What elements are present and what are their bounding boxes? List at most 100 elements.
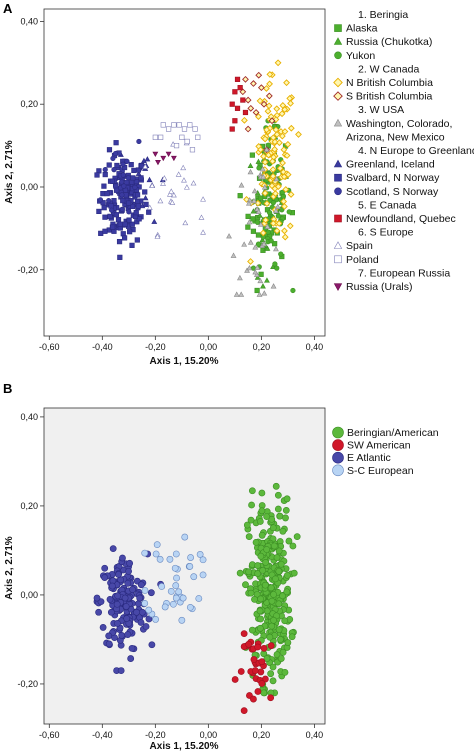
data-point-beringian [256,607,264,615]
x-tick-label: 0,00 [200,342,218,352]
data-point-beringian [243,521,251,529]
data-point-eatlantic [108,582,116,590]
data-point-nbc [287,124,295,132]
chart-b-svg: B -0,60 -0,40 -0,20 0,00 0,20 0,40 -0,20 0,00 0,… [3,381,439,752]
data-point-chukotka [247,162,254,169]
data-point-svalbard [100,200,106,206]
data-point-yukon [290,287,296,294]
data-point-chukotka [264,245,271,251]
data-point-sceuropean [156,555,164,563]
data-point-swamerican [258,680,266,687]
data-point-alaska [237,193,243,199]
data-point-eatlantic [105,632,113,640]
data-point-greenland [146,176,153,183]
data-point-yukon [270,200,276,206]
data-point-svalbard [113,140,119,146]
data-point-svalbard [130,175,136,181]
data-point-poland [181,126,188,132]
data-point-beringian [284,639,292,646]
data-point-swamerican [267,642,275,650]
data-point-urals [155,160,161,166]
y-tick-label: 0,00 [20,590,38,600]
y-tick-label: 0,40 [20,412,38,422]
data-point-eatlantic [128,644,136,652]
legend-label: Washington, Colorado, [346,118,452,130]
data-point-sceuropean [186,603,194,611]
data-point-svalbard [106,147,113,153]
legend-marker-nbc [333,77,343,88]
chart-a-svg: A -0,60 -0,40 -0,20 0,00 0,20 0,40 -0,20 0,00 0,… [3,1,474,367]
data-point-svalbard [143,201,149,207]
data-point-yukon [255,241,262,247]
data-point-newfoundland [232,118,238,124]
data-point-svalbard [134,198,141,205]
data-point-nbc [269,172,277,180]
data-point-spain [168,188,175,194]
data-point-nbc [278,110,286,118]
data-point-wusa [270,283,277,289]
data-point-eatlantic [119,554,126,562]
legend-marker-spain [333,241,343,249]
data-point-eatlantic [136,594,144,602]
data-point-wusa [273,245,279,252]
data-point-nbc [264,107,272,115]
data-point-spain [175,171,182,177]
data-point-yukon [275,213,281,219]
data-point-greenland [142,195,149,201]
y-axis-title-a: Axis 2, 2.71% [4,140,15,203]
series-sbc [239,71,276,154]
data-point-beringian [285,537,293,545]
data-point-beringian [277,636,284,643]
data-point-spain [182,219,189,226]
data-point-spain [161,175,168,181]
data-point-nbc [287,191,295,198]
data-point-yukon [254,219,261,225]
points-a [94,59,302,297]
data-point-eatlantic [137,581,145,589]
data-point-alaska [249,152,255,158]
data-point-nbc [266,80,273,88]
data-point-scotland [97,197,104,203]
data-point-swamerican [257,668,265,676]
series-sceuropean [141,533,207,624]
data-point-newfoundland [232,89,238,95]
panel-a: A -0,60 -0,40 -0,20 0,00 0,20 0,40 -0,20 0,00 0,… [0,0,474,372]
data-point-poland [158,134,164,140]
data-point-alaska [258,271,264,277]
legend-label: Yukon [346,50,375,62]
data-point-beringian [245,533,253,541]
data-point-beringian [279,592,286,600]
data-point-eatlantic [113,600,121,608]
data-point-sceuropean [141,587,149,594]
data-point-swamerican [240,707,248,715]
data-point-yukon [265,229,271,235]
y-tick-label: 0,20 [20,501,38,511]
data-point-sbc [247,104,255,112]
x-tick-label: -0,60 [39,342,60,352]
data-point-sceuropean [195,595,203,602]
data-point-spain [160,180,166,186]
legend-label: Arizona, New Mexico [346,131,445,143]
data-point-wusa [247,168,254,175]
data-point-svalbard [126,217,132,223]
data-point-beringian [247,589,255,597]
data-point-scotland [126,209,132,215]
data-point-newfoundland [229,126,235,132]
data-point-newfoundland [234,76,241,82]
data-point-poland [184,138,190,145]
data-point-eatlantic [138,608,146,616]
data-point-beringian [251,595,258,603]
data-point-wusa [251,187,258,194]
data-point-scotland [121,183,127,189]
data-point-sceuropean [141,599,149,607]
data-point-scotland [108,207,115,213]
y-axis-title-b: Axis 2, 2.71% [4,536,15,599]
data-point-yukon [268,238,274,244]
data-point-nbc [281,227,288,235]
data-point-eatlantic [93,594,101,602]
x-tick-label: -0,20 [145,730,166,740]
data-point-svalbard [138,163,145,169]
data-point-svalbard [110,224,116,230]
